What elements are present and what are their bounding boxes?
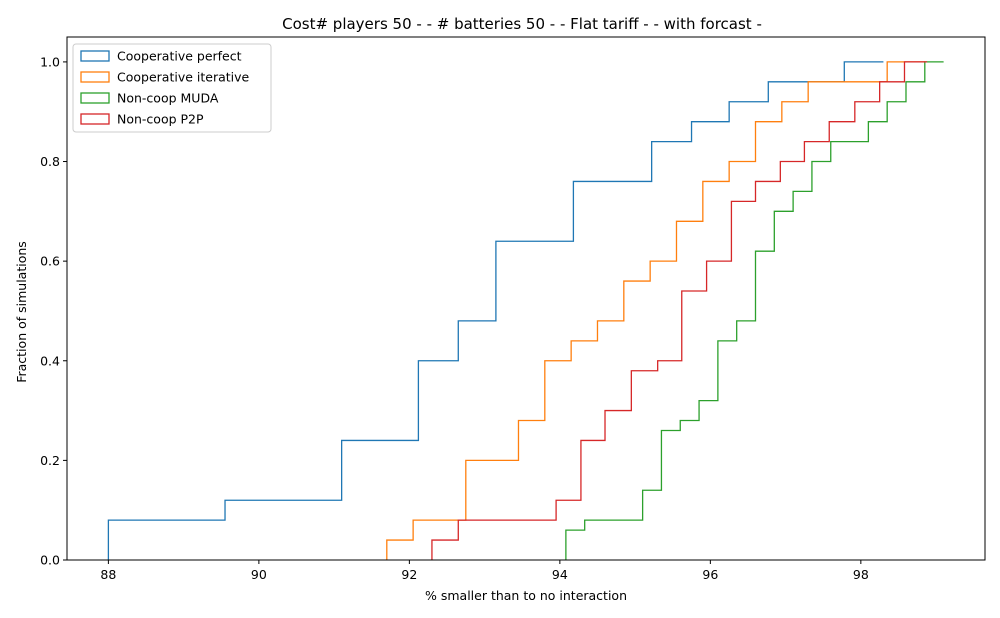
x-axis: 88 90 92 94 96 98 bbox=[100, 560, 869, 582]
x-tick-label: 88 bbox=[100, 567, 116, 582]
legend-label-1: Cooperative iterative bbox=[117, 70, 250, 85]
y-tick-label: 0.0 bbox=[40, 553, 60, 568]
legend-swatch-1 bbox=[80, 71, 110, 83]
series-line-0 bbox=[107, 61, 884, 560]
legend: Cooperative perfect Cooperative iterative… bbox=[72, 43, 272, 133]
series-line-3 bbox=[431, 61, 928, 560]
series-line-2 bbox=[565, 61, 944, 560]
legend-swatch-2 bbox=[80, 92, 110, 104]
y-tick-label: 0.8 bbox=[40, 154, 60, 169]
y-tick-label: 1.0 bbox=[40, 54, 60, 69]
legend-swatch-0 bbox=[80, 50, 110, 62]
x-tick-label: 94 bbox=[552, 567, 568, 582]
legend-label-3: Non-coop P2P bbox=[117, 112, 204, 127]
x-tick-label: 92 bbox=[401, 567, 417, 582]
y-tick-label: 0.2 bbox=[40, 453, 60, 468]
y-axis: 0.0 0.2 0.4 0.6 0.8 1.0 bbox=[40, 54, 67, 568]
x-tick-label: 96 bbox=[702, 567, 718, 582]
axes-frame bbox=[66, 36, 986, 561]
y-axis-label: Fraction of simulations bbox=[14, 241, 29, 383]
legend-label-2: Non-coop MUDA bbox=[117, 91, 219, 106]
legend-label-0: Cooperative perfect bbox=[117, 49, 242, 64]
x-axis-label: % smaller than to no interaction bbox=[425, 588, 627, 603]
y-tick-label: 0.4 bbox=[40, 353, 60, 368]
x-tick-label: 98 bbox=[853, 567, 869, 582]
x-tick-label: 90 bbox=[251, 567, 267, 582]
plot-area bbox=[66, 36, 986, 561]
series-line-1 bbox=[386, 61, 925, 560]
legend-box bbox=[72, 43, 272, 133]
legend-swatch-3 bbox=[80, 113, 110, 125]
chart-title: Cost# players 50 - - # batteries 50 - - … bbox=[282, 15, 762, 33]
y-tick-label: 0.6 bbox=[40, 254, 60, 269]
